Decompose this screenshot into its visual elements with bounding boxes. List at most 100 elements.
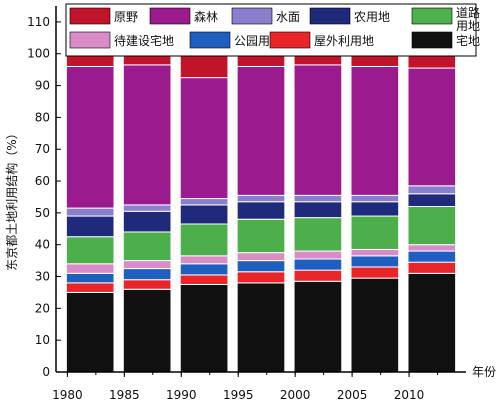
- bar-segment-2-7: [179, 77, 229, 200]
- y-tick-label-20: 20: [35, 301, 50, 315]
- bar-segment-3-4: [236, 218, 286, 254]
- legend-label-3: 农用地: [354, 10, 390, 24]
- bar-segment-5-3: [350, 248, 400, 257]
- bar-segment-3-3: [236, 252, 286, 262]
- legend-swatch-2: [231, 7, 273, 25]
- legend-swatch-0: [69, 7, 111, 25]
- bar-segment-2-5: [179, 204, 229, 225]
- bar-segment-3-1: [236, 271, 286, 284]
- bar-segment-5-7: [350, 65, 400, 196]
- bar-segment-1-1: [122, 279, 172, 290]
- x-tick-label-1980: 1980: [52, 388, 83, 402]
- bar-segment-1-5: [122, 210, 172, 233]
- y-tick-label-0: 0: [42, 365, 50, 379]
- bar-segment-0-0: [65, 291, 115, 373]
- legend-label-0: 原野: [114, 10, 138, 24]
- x-tick-label-2010: 2010: [394, 388, 425, 402]
- bar-segment-3-6: [236, 194, 286, 203]
- bar-segment-6-4: [407, 206, 457, 246]
- x-tick-label-2000: 2000: [280, 388, 311, 402]
- bar-segment-5-0: [350, 277, 400, 373]
- bar-segment-4-3: [293, 250, 343, 260]
- axes-group: 0 10 20 30 40 50 60 70 80 90 100 110 1980 1985 1990 199…: [27, 6, 466, 402]
- bar-segment-6-5: [407, 193, 457, 208]
- bar-segment-0-4: [65, 236, 115, 265]
- legend-swatch-1: [149, 7, 191, 25]
- y-tick-label-10: 10: [35, 333, 50, 347]
- y-axis-title: 东京都土地利用结构（%）: [4, 127, 19, 270]
- x-tick-label-2005: 2005: [337, 388, 368, 402]
- legend-label-2: 水面: [276, 10, 300, 24]
- bar-segment-3-7: [236, 65, 286, 196]
- y-tick-label-40: 40: [35, 238, 50, 252]
- bar-segment-4-4: [293, 217, 343, 252]
- bar-segment-2-4: [179, 223, 229, 257]
- legend-label-4-b: 用地: [456, 19, 480, 33]
- bar-segment-1-0: [122, 288, 172, 373]
- legend-label-1: 森林: [194, 9, 218, 24]
- bar-segment-0-3: [65, 263, 115, 274]
- bar-segment-5-2: [350, 255, 400, 268]
- legend-label-7: 屋外利用地: [314, 34, 374, 48]
- y-tick-label-80: 80: [35, 110, 50, 124]
- y-tick-label-110: 110: [27, 15, 50, 29]
- bar-segment-2-2: [179, 263, 229, 276]
- legend-label-4: 道路: [456, 5, 480, 20]
- bar-segment-0-5: [65, 215, 115, 238]
- bar-segment-5-6: [350, 194, 400, 203]
- y-tick-label-50: 50: [35, 206, 50, 220]
- bar-segment-0-2: [65, 272, 115, 284]
- bar-segment-2-8: [179, 54, 229, 79]
- legend-swatch-8: [411, 31, 453, 49]
- bars-group: [65, 53, 457, 373]
- bar-segment-4-1: [293, 269, 343, 282]
- bar-segment-6-2: [407, 250, 457, 263]
- bar-segment-5-4: [350, 215, 400, 250]
- bar-segment-5-5: [350, 201, 400, 217]
- x-tick-label-1985: 1985: [109, 388, 140, 402]
- bar-segment-0-1: [65, 282, 115, 293]
- legend-swatch-5: [69, 31, 111, 49]
- bar-segment-4-5: [293, 201, 343, 219]
- bar-segment-6-3: [407, 244, 457, 252]
- bar-segment-2-6: [179, 198, 229, 206]
- legend-swatch-4: [411, 7, 453, 25]
- bar-segment-6-0: [407, 272, 457, 373]
- y-tick-label-90: 90: [35, 79, 50, 93]
- x-axis-title: 年份: [472, 365, 496, 379]
- y-tick-label-60: 60: [35, 174, 50, 188]
- bar-segment-3-5: [236, 201, 286, 220]
- legend-label-5: 待建设宅地: [114, 33, 174, 48]
- x-tick-label-1995: 1995: [223, 388, 254, 402]
- y-tick-label-70: 70: [35, 142, 50, 156]
- bar-segment-2-3: [179, 255, 229, 265]
- bar-segment-5-1: [350, 266, 400, 279]
- bar-segment-1-2: [122, 268, 172, 281]
- bar-segment-3-0: [236, 282, 286, 373]
- y-tick-label-30: 30: [35, 270, 50, 284]
- bar-segment-4-7: [293, 64, 343, 196]
- legend-label-8: 宅地: [456, 33, 480, 48]
- bar-segment-4-0: [293, 280, 343, 373]
- bar-segment-2-0: [179, 283, 229, 373]
- bar-segment-2-1: [179, 274, 229, 285]
- y-tick-label-100: 100: [27, 47, 50, 61]
- bar-segment-4-6: [293, 194, 343, 203]
- bar-segment-6-6: [407, 185, 457, 195]
- bar-segment-3-2: [236, 260, 286, 273]
- x-tick-label-1990: 1990: [166, 388, 197, 402]
- bar-segment-6-7: [407, 67, 457, 187]
- bar-segment-0-6: [65, 207, 115, 217]
- bar-segment-6-1: [407, 261, 457, 274]
- bar-segment-4-2: [293, 258, 343, 271]
- bar-segment-0-7: [65, 65, 115, 209]
- legend-swatch-7: [269, 31, 311, 49]
- bar-segment-1-7: [122, 64, 172, 206]
- bar-segment-1-6: [122, 204, 172, 212]
- bar-segment-1-4: [122, 231, 172, 262]
- bar-segment-1-3: [122, 260, 172, 270]
- legend-swatch-3: [309, 7, 351, 25]
